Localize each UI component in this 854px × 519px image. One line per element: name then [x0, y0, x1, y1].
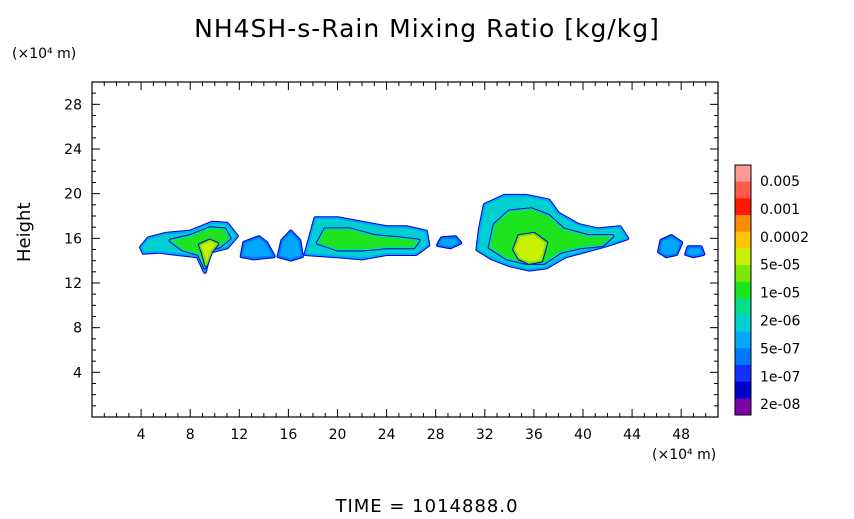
x-tick-label: 40: [574, 427, 592, 443]
x-tick-label: 8: [186, 427, 195, 443]
colorbar-swatch: [735, 315, 751, 333]
colorbar-label: 0.005: [760, 174, 800, 190]
colorbar-swatch: [735, 281, 751, 299]
colorbar-swatch: [735, 381, 751, 399]
contour-cloud-e: [437, 236, 462, 249]
colorbar-label: 0.0002: [760, 230, 809, 246]
y-tick-label: 24: [64, 142, 82, 158]
y-tick-label: 28: [64, 97, 82, 113]
x-unit-label: (×10⁴ m): [652, 447, 717, 463]
colorbar-frame: [734, 164, 752, 416]
colorbar-label: 1e-05: [760, 286, 800, 302]
colorbar-swatch: [735, 398, 751, 416]
y-tick-label: 20: [64, 187, 82, 203]
x-tick-label: 16: [279, 427, 297, 443]
colorbar-swatch: [735, 348, 751, 366]
y-unit-label: (×10⁴ m): [12, 46, 77, 62]
colorbar-label: 5e-07: [760, 341, 800, 357]
colorbar-swatch: [735, 215, 751, 233]
colorbar-label: 1e-07: [760, 369, 800, 385]
contour-cloud-f-core: [488, 208, 614, 264]
time-label: TIME = 1014888.0: [335, 496, 519, 517]
contour-cloud-c: [277, 230, 303, 261]
contour-cloud-a-hot: [199, 239, 219, 267]
colorbar-swatch: [735, 165, 751, 183]
y-tick-label: 12: [64, 276, 82, 292]
x-tick-label: 24: [378, 427, 396, 443]
colorbar-swatch: [735, 298, 751, 316]
x-tick-label: 48: [672, 427, 690, 443]
contour-cloud-f-hot: [513, 232, 548, 264]
chart-title: NH4SH-s-Rain Mixing Ratio [kg/kg]: [194, 14, 660, 43]
colorbar-swatch: [735, 365, 751, 383]
colorbar-swatch: [735, 265, 751, 283]
x-tick-label: 12: [230, 427, 248, 443]
colorbar-swatch: [735, 248, 751, 266]
x-tick-label: 28: [427, 427, 445, 443]
colorbar-label: 0.001: [760, 202, 800, 218]
colorbar-swatch: [735, 231, 751, 249]
colorbar-label: 2e-08: [760, 397, 800, 413]
colorbar-swatch: [735, 331, 751, 349]
x-tick-label: 32: [476, 427, 494, 443]
y-tick-label: 8: [73, 321, 82, 337]
x-tick-label: 4: [137, 427, 146, 443]
y-tick-label: 4: [73, 365, 82, 381]
colorbar-swatch: [735, 198, 751, 216]
x-tick-label: 36: [525, 427, 543, 443]
contour-cloud-b: [240, 236, 275, 260]
x-tick-label: 20: [329, 427, 347, 443]
colorbar-label: 5e-05: [760, 258, 800, 274]
x-tick-label: 44: [623, 427, 641, 443]
contour-cloud-h: [685, 246, 705, 258]
colorbar-label: 2e-06: [760, 314, 800, 330]
contour-cloud-g: [658, 235, 683, 258]
contour-cloud-d-core: [316, 228, 420, 251]
y-tick-label: 16: [64, 231, 82, 247]
colorbar-swatch: [735, 181, 751, 199]
